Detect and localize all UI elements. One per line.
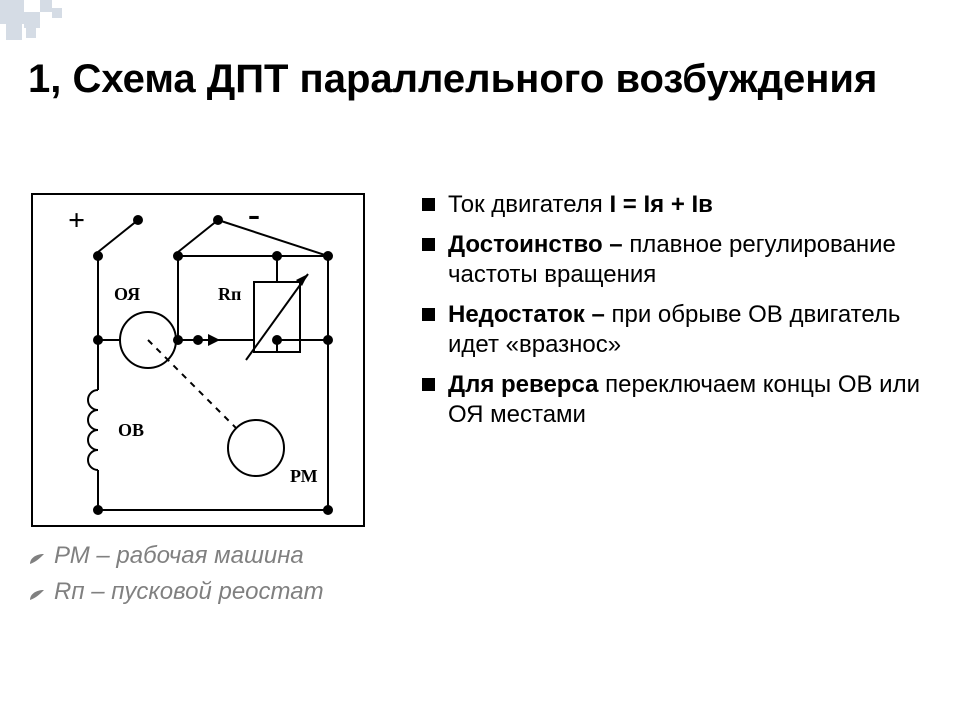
corner-decoration (0, 0, 120, 40)
circuit-diagram: + - ОЯ Rп ОВ РМ (28, 190, 368, 530)
svg-text:ОВ: ОВ (118, 420, 144, 440)
svg-text:ОЯ: ОЯ (114, 284, 140, 304)
svg-text:+: + (68, 204, 85, 237)
svg-text:-: - (248, 194, 260, 234)
svg-text:РМ: РМ (290, 466, 318, 486)
svg-text:Rп: Rп (218, 284, 241, 304)
right-column: Ток двигателя I = Iя + Iв Достоинство – п… (418, 190, 940, 614)
bullet-item: Ток двигателя I = Iя + Iв (418, 190, 940, 220)
wing-icon (28, 583, 46, 601)
wing-icon (28, 547, 46, 565)
left-column: + - ОЯ Rп ОВ РМ РМ – рабочая машина Rп – пуско… (28, 190, 388, 614)
content-area: + - ОЯ Rп ОВ РМ РМ – рабочая машина Rп – пуско… (28, 190, 940, 614)
legend-item: Rп – пусковой реостат (28, 578, 388, 606)
legend-item: РМ – рабочая машина (28, 542, 388, 570)
bullet-item: Для реверса переключаем концы ОВ или ОЯ … (418, 370, 940, 430)
bullet-item: Недостаток – при обрыве ОВ двигатель иде… (418, 300, 940, 360)
legend-text: Rп – пусковой реостат (54, 578, 324, 606)
bullet-list: Ток двигателя I = Iя + Iв Достоинство – п… (418, 190, 940, 430)
page-title: 1, Схема ДПТ параллельного возбуждения (28, 56, 940, 102)
legend: РМ – рабочая машина Rп – пусковой реостат (28, 542, 388, 606)
bullet-item: Достоинство – плавное регулирование част… (418, 230, 940, 290)
legend-text: РМ – рабочая машина (54, 542, 304, 570)
